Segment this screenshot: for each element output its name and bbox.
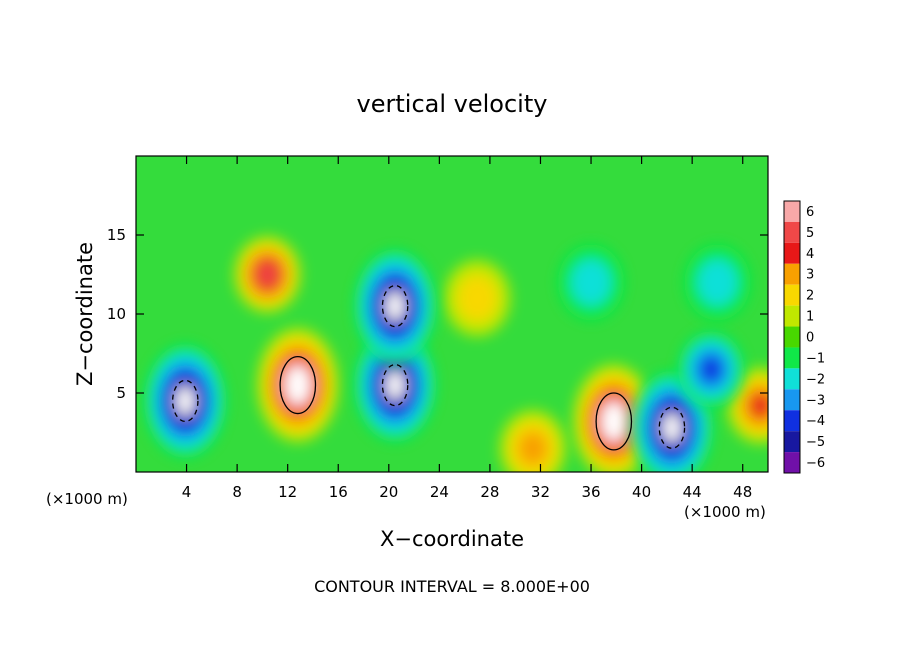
x-tick-label: 40 (632, 483, 651, 501)
x-tick-label: 12 (278, 483, 297, 501)
colorbar-swatch (784, 201, 800, 222)
x-tick-label: 28 (480, 483, 499, 501)
colorbar-swatch (784, 284, 800, 306)
x-unit-left: (×1000 m) (46, 490, 128, 508)
y-tick-label: 5 (116, 384, 126, 402)
colorbar-swatch (784, 221, 800, 243)
contour-line (172, 379, 199, 423)
y-tick-label: 10 (107, 305, 126, 323)
colorbar-label: 2 (806, 289, 814, 304)
x-tick-label: 32 (531, 483, 550, 501)
colorbar-label: 1 (806, 310, 814, 325)
field-feature (558, 244, 624, 321)
colorbar-swatch (784, 389, 800, 411)
colorbar-frame (783, 200, 801, 474)
field-feature (631, 370, 713, 472)
colorbar-swatch (784, 326, 800, 348)
colorbar-label: 5 (806, 226, 814, 241)
x-tick-label: 44 (683, 483, 702, 501)
colorbar-swatch (784, 431, 800, 453)
contour-line (381, 284, 409, 328)
colorbar-label: −5 (806, 435, 825, 450)
contour-interval-note: CONTOUR INTERVAL = 8.000E+00 (314, 577, 590, 596)
field-feature (727, 367, 768, 444)
colorbar-label: −2 (806, 372, 825, 387)
x-axis-label: X−coordinate (380, 527, 524, 551)
colorbar-swatch (784, 410, 800, 432)
plot-area (136, 156, 768, 472)
chart-title: vertical velocity (357, 90, 548, 118)
x-unit-right: (×1000 m) (684, 503, 766, 521)
colorbar-swatch (784, 452, 800, 473)
y-axis: 5 10 15 (107, 226, 768, 402)
field-feature (678, 331, 744, 408)
colorbar-label: −4 (806, 414, 825, 429)
colorbar-label: 3 (806, 268, 814, 283)
colorbar-label: −1 (806, 351, 825, 366)
x-tick-label: 48 (733, 483, 752, 501)
field-feature (354, 249, 436, 363)
colorbar-swatch (784, 263, 800, 285)
colorbar-label: −3 (806, 393, 825, 408)
x-tick-label: 36 (581, 483, 600, 501)
field-feature (684, 244, 751, 321)
colorbar: 6 5 4 3 2 1 0 −1 −2 −3 −4 −5 −6 (783, 200, 825, 474)
colorbar-swatch (784, 347, 800, 369)
contour-line (279, 356, 317, 415)
contour-line (381, 363, 409, 407)
x-tick-label: 24 (430, 483, 449, 501)
field-feature (354, 328, 436, 442)
x-tick-label: 20 (379, 483, 398, 501)
colorbar-swatch (784, 242, 800, 264)
field-feature (444, 260, 511, 337)
y-tick-label: 15 (107, 226, 126, 244)
contour-line (595, 392, 633, 451)
x-axis: 4 8 12 16 20 24 28 32 36 40 44 48 (182, 156, 752, 501)
field-feature (257, 328, 339, 442)
field-feature (144, 344, 226, 458)
colorbar-label: 0 (806, 331, 814, 346)
colorbar-swatch (784, 368, 800, 390)
field-feature (234, 236, 301, 313)
colorbar-swatch (784, 305, 800, 327)
contour-lines (172, 284, 686, 451)
colorbar-label: −6 (806, 456, 825, 471)
field-feature (500, 410, 566, 472)
contour-line (658, 406, 686, 449)
colorbar-label: 4 (806, 247, 814, 262)
x-tick-label: 4 (182, 483, 192, 501)
x-tick-label: 8 (232, 483, 242, 501)
velocity-field (144, 236, 768, 472)
y-axis-label: Z−coordinate (73, 242, 97, 386)
colorbar-label: 6 (806, 205, 814, 220)
x-tick-label: 16 (329, 483, 348, 501)
